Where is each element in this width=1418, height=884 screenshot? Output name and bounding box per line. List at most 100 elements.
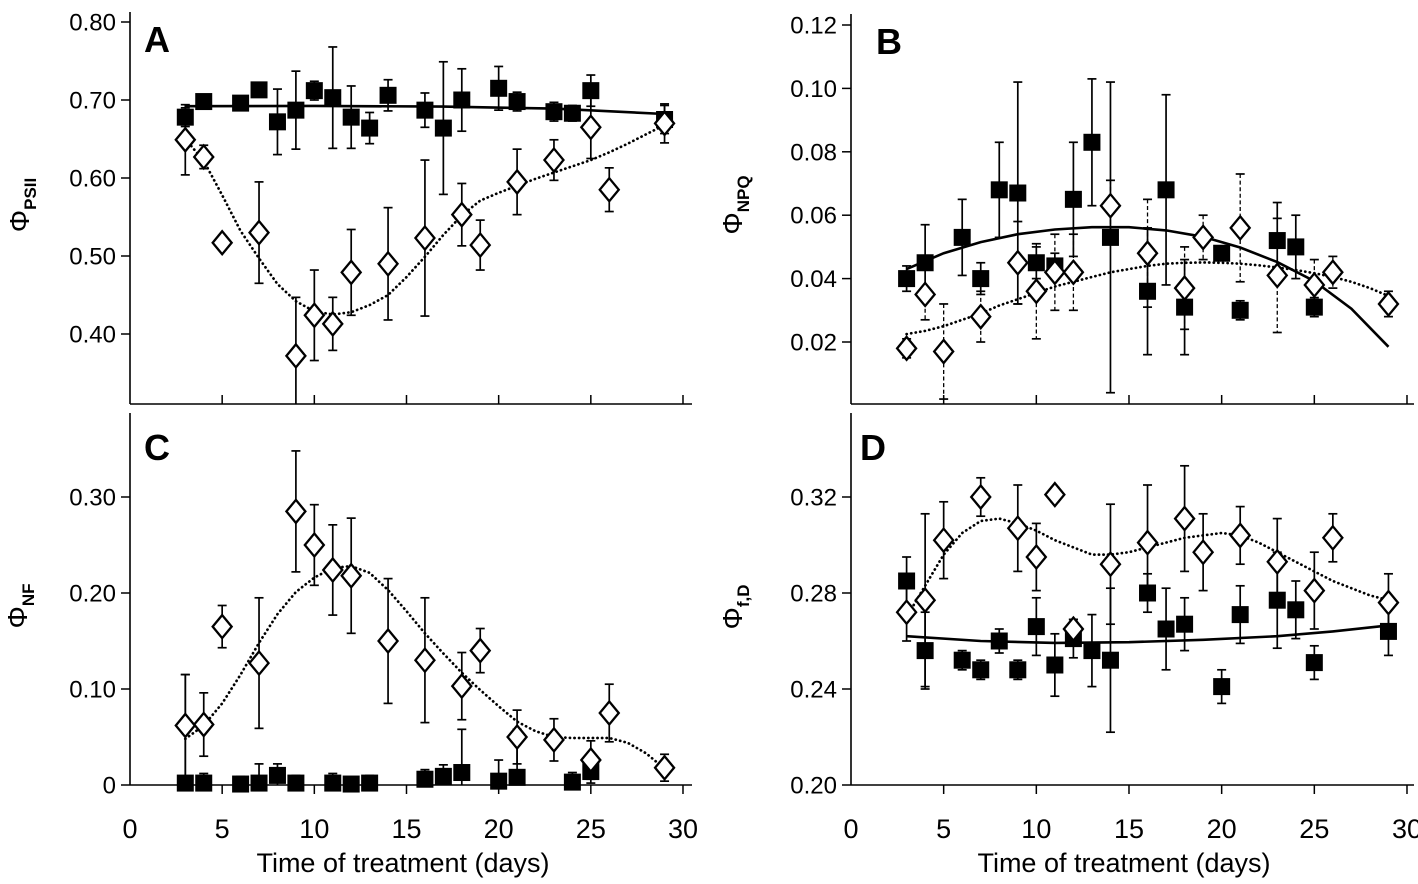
data-point-filled-square <box>916 254 934 272</box>
y-tick-label: 0.60 <box>69 166 116 193</box>
data-point-filled-square <box>287 774 305 792</box>
data-point-filled-square <box>1305 298 1323 316</box>
data-point-filled-square <box>972 270 990 288</box>
data-point-open-diamond <box>1099 550 1122 578</box>
data-point-open-diamond <box>914 281 937 308</box>
x-tick-label: 5 <box>215 814 230 844</box>
data-point-filled-square <box>1157 620 1175 638</box>
trend-line-dotted <box>183 123 666 316</box>
x-tick-label: 5 <box>936 814 951 844</box>
data-point-open-diamond <box>932 338 955 365</box>
y-axis-title-a: ΦPSII <box>2 125 40 285</box>
data-point-open-diamond <box>598 176 621 204</box>
data-point-filled-square <box>1231 606 1249 624</box>
phi-subscript: PSII <box>21 177 40 210</box>
data-point-filled-square <box>268 766 286 784</box>
y-tick-label: 0.30 <box>69 485 116 512</box>
data-point-filled-square <box>1268 591 1286 609</box>
data-point-filled-square <box>232 94 250 112</box>
y-axis-title-c: ΦNF <box>0 526 38 686</box>
panel-label-a: A <box>144 19 170 60</box>
data-point-filled-square <box>490 79 508 97</box>
data-point-open-diamond <box>284 342 307 370</box>
phi-symbol: Φ <box>4 209 35 233</box>
data-point-filled-square <box>287 101 305 119</box>
data-point-filled-square <box>953 651 971 669</box>
data-point-filled-square <box>1139 282 1157 300</box>
data-point-filled-square <box>953 228 971 246</box>
data-point-open-diamond <box>469 231 492 259</box>
y-tick-label: 0.24 <box>790 677 837 704</box>
data-point-open-diamond <box>598 699 621 727</box>
data-point-filled-square <box>1287 601 1305 619</box>
data-point-open-diamond <box>895 598 918 626</box>
data-point-filled-square <box>1083 133 1101 151</box>
data-point-open-diamond <box>969 483 992 511</box>
data-point-open-diamond <box>1303 577 1326 604</box>
y-tick-label: 0 <box>103 773 116 800</box>
panel-c-plot: 0.30 0.20 0.10 00 5 10 15 20 25 30 <box>69 413 698 844</box>
data-point-open-diamond <box>1043 258 1066 286</box>
data-point-filled-square <box>324 89 342 107</box>
data-point-filled-square <box>342 775 360 793</box>
phi-subscript: NPQ <box>734 175 753 213</box>
data-point-filled-square <box>434 767 452 785</box>
data-point-open-diamond <box>211 229 234 257</box>
data-point-open-diamond <box>1173 274 1196 302</box>
x-tick-label: 25 <box>576 814 606 844</box>
data-point-open-diamond <box>1136 529 1159 556</box>
data-point-open-diamond <box>450 672 473 700</box>
data-point-filled-square <box>1268 232 1286 250</box>
trend-line-solid <box>185 104 665 116</box>
panel-label-b: B <box>876 21 902 62</box>
x-tick-label: 15 <box>1114 814 1144 844</box>
data-point-filled-square <box>1157 181 1175 199</box>
data-point-open-diamond <box>1321 258 1344 286</box>
data-point-filled-square <box>1009 661 1027 679</box>
data-point-filled-square <box>1027 618 1045 636</box>
data-point-filled-square <box>324 774 342 792</box>
data-point-filled-square <box>342 108 360 126</box>
x-tick-label: 20 <box>484 814 514 844</box>
data-point-filled-square <box>379 86 397 104</box>
data-point-filled-square <box>176 108 194 126</box>
data-point-open-diamond <box>1025 277 1048 305</box>
data-point-filled-square <box>1009 184 1027 202</box>
data-point-filled-square <box>1083 642 1101 660</box>
data-point-filled-square <box>563 104 581 122</box>
data-point-open-diamond <box>321 310 344 338</box>
data-point-open-diamond <box>1006 249 1029 277</box>
data-point-open-diamond <box>506 168 529 196</box>
data-point-open-diamond <box>932 526 955 554</box>
y-tick-label: 0.32 <box>790 485 837 512</box>
data-point-open-diamond <box>450 201 473 228</box>
data-point-open-diamond <box>1043 481 1066 508</box>
data-point-open-diamond <box>248 219 271 246</box>
data-point-filled-square <box>1213 244 1231 262</box>
data-point-filled-square <box>416 101 434 119</box>
y-axis-title-b: ΦNPQ <box>715 125 753 285</box>
data-point-open-diamond <box>1266 262 1289 289</box>
data-point-filled-square <box>1176 298 1194 316</box>
data-point-filled-square <box>453 764 471 782</box>
y-tick-label: 0.80 <box>69 10 116 37</box>
data-point-open-diamond <box>1229 522 1252 549</box>
data-point-open-diamond <box>969 303 992 330</box>
data-point-open-diamond <box>542 146 565 174</box>
data-point-filled-square <box>434 119 452 137</box>
phi-subscript: NF <box>19 583 38 607</box>
data-point-filled-square <box>1231 301 1249 319</box>
data-point-open-diamond <box>303 531 326 559</box>
data-point-filled-square <box>1213 678 1231 696</box>
y-axis-title-d: Φf,D <box>715 527 753 687</box>
data-point-open-diamond <box>1173 505 1196 532</box>
data-point-open-diamond <box>1006 514 1029 542</box>
data-point-open-diamond <box>413 646 436 674</box>
data-point-filled-square <box>1176 615 1194 633</box>
data-point-open-diamond <box>506 723 529 751</box>
data-point-filled-square <box>268 113 286 131</box>
y-tick-label: 0.20 <box>69 581 116 608</box>
x-tick-label: 20 <box>1207 814 1237 844</box>
x-axis-title-right: Time of treatment (days) <box>977 848 1271 878</box>
y-tick-label: 0.08 <box>790 139 837 166</box>
